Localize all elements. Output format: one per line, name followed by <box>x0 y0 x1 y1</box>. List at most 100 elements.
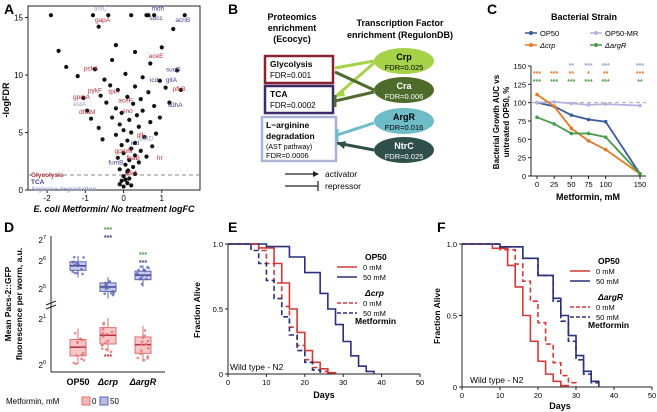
d-point-50mm <box>76 262 80 266</box>
survival-curve-op50-0-mm <box>462 243 570 387</box>
c-point-op50-mr <box>603 102 608 106</box>
survival-xtick-label: 30 <box>339 378 347 387</box>
panel-e-annotation: Wild type - N2 <box>230 362 284 372</box>
d-point-0mm <box>101 332 104 335</box>
a-data-point <box>140 108 145 113</box>
c-ytick-label: 25 <box>518 154 526 163</box>
a-data-point <box>148 61 153 66</box>
panel-c-legend: OP50 OP50-MR Δcrp ΔargR <box>525 29 639 50</box>
survival-legend-title-op50: OP50 <box>598 256 620 266</box>
panel-c-y-label-2: untreated OP50, % <box>502 87 511 158</box>
d-point-50mm <box>73 263 77 267</box>
tf-argr-fdr: FDR=0.016 <box>385 123 424 132</box>
survival-legend-footer: Metformin <box>588 320 629 330</box>
c-significance-star: *** <box>567 79 575 86</box>
d-point-50mm <box>73 271 77 275</box>
legend-tca: TCA <box>31 179 45 186</box>
a-gene-label-pykf: pykF <box>88 87 102 94</box>
a-data-point <box>102 77 107 82</box>
panel-b-right-title-2: enrichment (RegulonDB) <box>347 30 453 40</box>
a-data-point <box>153 131 159 136</box>
panel-e-x-label: Days <box>313 390 335 400</box>
panel-d-xtick-crp: Δcrp <box>97 377 119 387</box>
a-data-point <box>131 101 136 106</box>
d-point-0mm <box>105 332 109 336</box>
a-data-point <box>121 151 126 156</box>
survival-curve-op50-0-mm <box>228 243 337 374</box>
panel-b-left-title-3: (Ecocyc) <box>273 34 311 44</box>
c-point-crp <box>569 126 574 131</box>
a-data-point <box>121 184 126 189</box>
panel-b-right-title-1: Transcription Factor <box>356 18 444 28</box>
c-significance-star: *** <box>533 79 541 86</box>
a-data-point <box>125 94 130 99</box>
c-point-argr <box>638 172 642 176</box>
d-point-0mm <box>140 340 144 344</box>
panel-e-axes: 0 0.5 1.0 0 10 20 30 40 50 <box>213 240 425 387</box>
a-data-point <box>159 45 164 50</box>
tf-argr-name: ArgR <box>393 112 415 122</box>
survival-xtick-label: 50 <box>648 391 656 400</box>
tf-crp-fdr: FDR=0.025 <box>385 63 424 72</box>
a-gene-label-icd: icd <box>131 140 140 147</box>
box-glycolysis-fdr: FDR=0.001 <box>270 71 312 80</box>
a-data-point <box>96 24 101 29</box>
c-legend-label-argr: ΔargR <box>604 41 627 50</box>
d-point-0mm <box>144 342 148 346</box>
panel-c-x-axis: 0 25 50 75 100 150 <box>535 176 646 189</box>
c-point-op50 <box>569 113 574 117</box>
a-data-point <box>142 135 147 140</box>
c-point-argr <box>569 131 574 136</box>
d-point-50mm <box>107 286 110 289</box>
a-gene-label-asta: astA <box>73 101 87 108</box>
a-data-point <box>152 103 157 109</box>
panel-label-e: E <box>228 219 237 235</box>
d-point-0mm <box>146 346 150 350</box>
survival-legend-label: 0 mM <box>363 263 382 272</box>
a-data-point <box>132 84 138 89</box>
survival-xtick-label: 50 <box>416 378 424 387</box>
panel-a-y-label: -logFDR <box>1 82 11 117</box>
a-data-point <box>129 183 134 188</box>
c-legend-label-crp: Δcrp <box>539 41 555 50</box>
d-point-50mm <box>137 268 140 272</box>
a-data-point <box>56 48 61 53</box>
panel-f-annotation: Wild type - N2 <box>470 375 524 385</box>
d-point-0mm <box>80 353 84 357</box>
d-point-50mm <box>82 256 85 259</box>
a-gene-label-dham: dhaM <box>79 109 95 116</box>
a-data-point <box>106 13 111 18</box>
c-point-op50 <box>603 119 608 124</box>
a-gene-label-pfkb: pfkB <box>172 86 185 93</box>
survival-legend-footer: Metformin <box>355 316 396 326</box>
a-data-point <box>119 110 124 116</box>
d-point-50mm <box>145 274 149 277</box>
survival-xtick-label: 10 <box>496 391 504 400</box>
tf-cra-fdr: FDR=0.006 <box>385 92 424 101</box>
c-xtick-label: 100 <box>599 180 612 189</box>
survival-legend-title-op50: OP50 <box>365 252 387 262</box>
a-gene-label-succ: succ <box>149 15 163 22</box>
d-point-50mm <box>144 277 148 281</box>
a-data-point <box>146 13 151 18</box>
survival-ytick-label: 1.0 <box>213 240 223 249</box>
d-point-0mm <box>140 349 143 353</box>
d-point-0mm <box>75 353 79 357</box>
survival-ytick-label: 0 <box>219 370 223 379</box>
a-data-point <box>129 130 134 135</box>
a-data-point <box>88 116 94 121</box>
d-point-50mm <box>109 292 113 295</box>
survival-xtick-label: 30 <box>572 391 580 400</box>
edge-cra-tca <box>334 90 375 103</box>
a-data-point <box>85 108 90 113</box>
d-point-0mm <box>146 340 150 343</box>
survival-curve-op50-50-mm <box>228 243 375 374</box>
survival-curve-argr-0-mm <box>462 243 577 387</box>
d-point-50mm <box>104 287 108 291</box>
a-gene-label-acnb: acnB <box>175 17 190 24</box>
a-data-point <box>125 181 130 186</box>
survival-ytick-label: 0.5 <box>213 305 223 314</box>
panel-c-significance: ** *** *** ****** *** ** * ** ****** *** *** *** ***… <box>533 63 644 86</box>
